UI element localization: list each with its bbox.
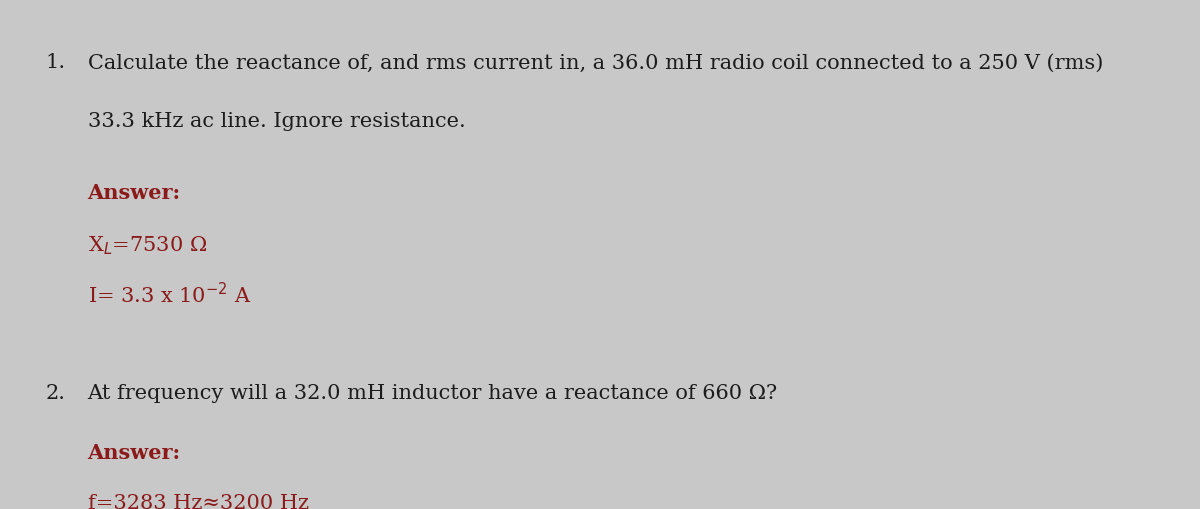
- Text: Answer:: Answer:: [88, 443, 181, 463]
- Text: Answer:: Answer:: [88, 183, 181, 203]
- Text: I= 3.3 x 10$^{-2}$ A: I= 3.3 x 10$^{-2}$ A: [88, 282, 251, 308]
- Text: Calculate the reactance of, and rms current in, a 36.0 mH radio coil connected t: Calculate the reactance of, and rms curr…: [88, 53, 1103, 72]
- Text: 33.3 kHz ac line. Ignore resistance.: 33.3 kHz ac line. Ignore resistance.: [88, 112, 466, 131]
- Text: X$_L$=7530 Ω: X$_L$=7530 Ω: [88, 234, 206, 257]
- Text: At frequency will a 32.0 mH inductor have a reactance of 660 Ω?: At frequency will a 32.0 mH inductor hav…: [88, 384, 778, 403]
- Text: f=3283 Hz≈3200 Hz: f=3283 Hz≈3200 Hz: [88, 494, 308, 509]
- Text: 2.: 2.: [46, 384, 66, 403]
- Text: 1.: 1.: [46, 53, 66, 72]
